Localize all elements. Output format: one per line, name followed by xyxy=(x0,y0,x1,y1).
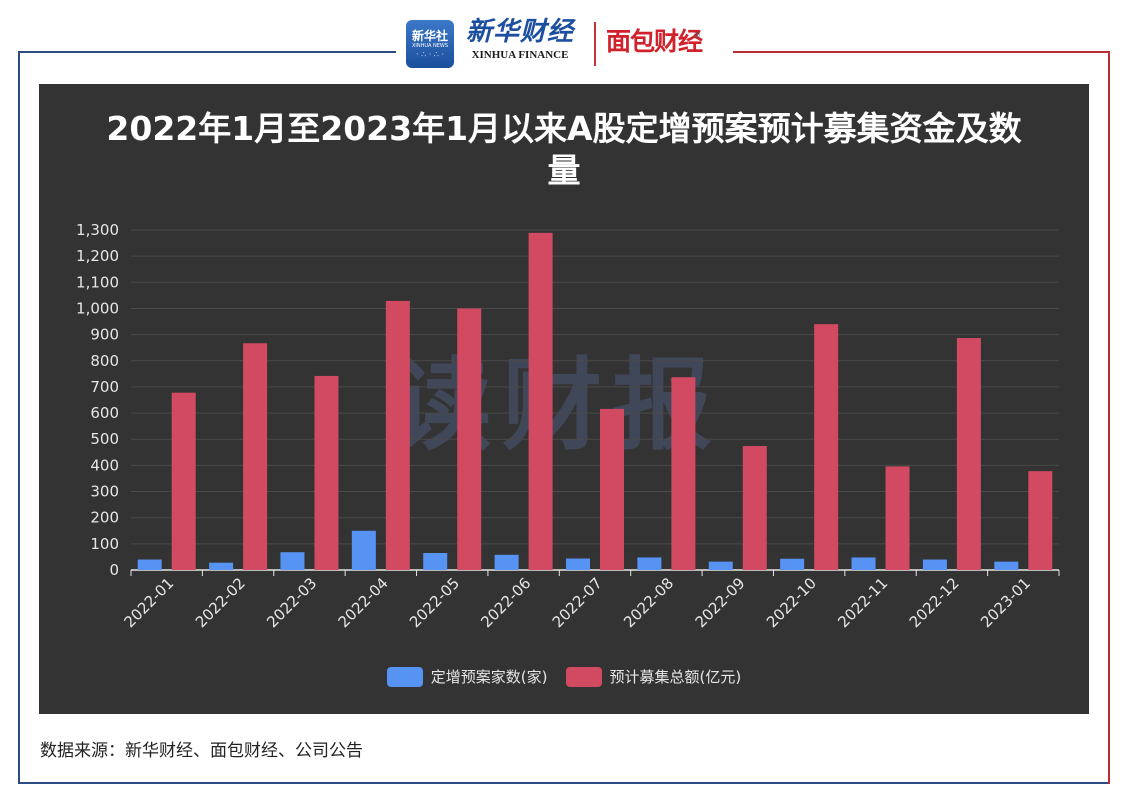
bar-amount xyxy=(457,308,482,570)
legend-label-amount: 预计募集总额(亿元) xyxy=(609,668,742,686)
y-tick-label: 1,200 xyxy=(76,247,119,265)
xinhua-finance-cn: 新华财经 xyxy=(465,17,574,47)
x-tick-label: 2022-08 xyxy=(620,574,677,631)
y-tick-label: 600 xyxy=(90,404,119,422)
registered-mark: ® xyxy=(693,31,701,40)
bar-amount xyxy=(385,300,410,570)
bar-count xyxy=(637,557,662,570)
xinhua-badge-en: XINHUA NEWS xyxy=(411,42,449,49)
chart-title: 2022年1月至2023年1月以来A股定增预案预计募集资金及数量 xyxy=(106,109,1022,190)
y-tick-label: 0 xyxy=(109,561,119,579)
y-tick-label: 100 xyxy=(90,535,119,553)
legend-swatch-count xyxy=(386,666,423,687)
bar-count xyxy=(780,558,805,570)
bar-count xyxy=(922,559,947,570)
xinhua-finance-logo: 新华财经 XINHUA FINANCE xyxy=(462,16,578,70)
bar-count xyxy=(351,530,376,570)
bar-amount xyxy=(742,446,767,570)
bar-amount xyxy=(314,375,339,570)
mianbao-logo-text: 面包财经 xyxy=(606,27,703,56)
bar-count xyxy=(566,558,590,570)
y-tick-label: 400 xyxy=(90,456,119,474)
bar-count xyxy=(137,559,162,570)
y-tick-label: 800 xyxy=(90,352,119,370)
y-tick-label: 300 xyxy=(90,483,119,501)
x-tick-label: 2022-04 xyxy=(335,574,392,631)
x-tick-label: 2022-11 xyxy=(834,574,891,631)
mianbao-finance-logo: 面包财经 ® xyxy=(606,24,703,60)
bar-amount xyxy=(814,324,839,570)
bar-count xyxy=(423,553,448,570)
bar-count xyxy=(708,561,733,570)
chart-panel: 2022年1月至2023年1月以来A股定增预案预计募集资金及数量 读财报 0 10… xyxy=(39,84,1089,714)
logo-divider xyxy=(594,22,596,66)
bar-amount xyxy=(600,408,624,570)
y-tick-label: 1,100 xyxy=(76,273,119,291)
x-tick-label: 2022-01 xyxy=(120,574,177,631)
x-tick-label: 2022-02 xyxy=(192,574,249,631)
bar-amount xyxy=(956,338,981,570)
legend-item-amount[interactable]: 预计募集总额(亿元) xyxy=(565,666,742,687)
xinhua-news-logo: 新华社 XINHUA NEWS · ∴ · ∴ · xyxy=(406,20,454,68)
x-tick-label: 2023-01 xyxy=(977,574,1034,631)
y-tick-label: 900 xyxy=(90,326,119,344)
frame-line-bottom xyxy=(18,782,1110,784)
xinhua-finance-en: XINHUA FINANCE xyxy=(471,49,569,61)
x-tick-label: 2022-12 xyxy=(906,574,963,631)
y-tick-label: 1,300 xyxy=(76,221,119,239)
legend-label-count: 定增预案家数(家) xyxy=(430,668,548,686)
frame-line-right-top xyxy=(733,51,1110,53)
frame-line-right xyxy=(1108,51,1110,784)
bar-amount xyxy=(885,466,910,570)
y-tick-label: 700 xyxy=(90,378,119,396)
y-tick-label: 1,000 xyxy=(76,299,119,317)
bar-amount xyxy=(171,392,196,570)
xinhua-badge-cn: 新华社 xyxy=(411,28,448,43)
bar-count xyxy=(494,554,519,570)
x-tick-label: 2022-05 xyxy=(406,574,463,631)
legend-item-count[interactable]: 定增预案家数(家) xyxy=(386,666,548,687)
legend-swatch-amount xyxy=(565,666,602,687)
frame-line-left xyxy=(18,51,20,784)
source-note: 数据来源：新华财经、面包财经、公司公告 xyxy=(40,741,363,761)
frame-line-left-top xyxy=(18,51,396,53)
globe-dots-icon: · ∴ · ∴ · xyxy=(416,49,444,59)
bar-count xyxy=(209,562,234,570)
y-tick-label: 200 xyxy=(90,509,119,527)
bar-amount xyxy=(671,377,696,570)
bar-count xyxy=(851,557,876,570)
x-tick-label: 2022-03 xyxy=(263,574,320,631)
bar-amount xyxy=(528,232,553,570)
bar-chart: 0 100 200 300 400 500 600 700 800 900 1,000 1,100 1,… xyxy=(76,221,1060,631)
y-tick-label: 500 xyxy=(90,430,119,448)
bar-count xyxy=(280,552,305,570)
x-tick-label: 2022-07 xyxy=(549,574,606,631)
bar-amount xyxy=(1028,471,1053,570)
x-tick-label: 2022-06 xyxy=(477,574,534,631)
bar-count xyxy=(994,561,1019,570)
chart-legend: 定增预案家数(家) 预计募集总额(亿元) xyxy=(39,666,1089,687)
x-tick-label: 2022-09 xyxy=(692,574,749,631)
x-tick-label: 2022-10 xyxy=(763,574,820,631)
bar-amount xyxy=(243,343,268,570)
